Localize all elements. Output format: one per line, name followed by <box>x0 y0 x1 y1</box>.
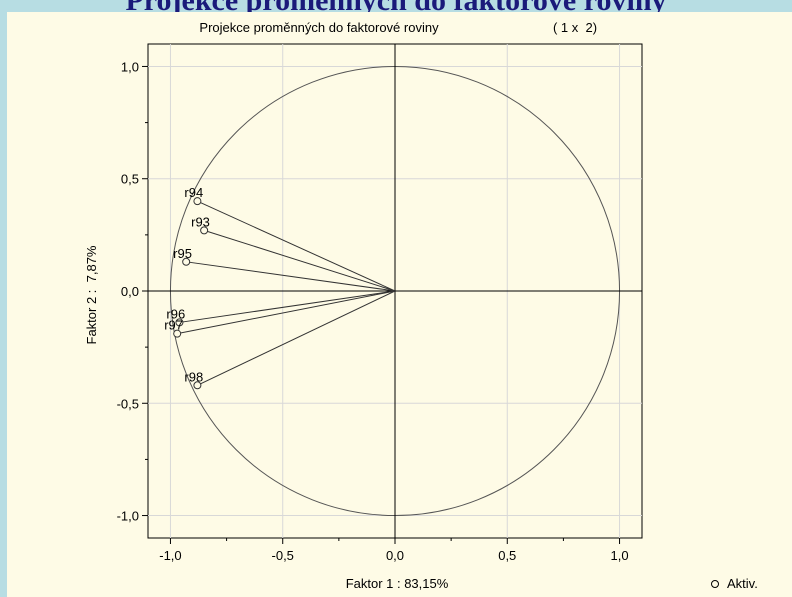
legend-label: Aktiv. <box>727 576 758 591</box>
point-r95 <box>182 257 191 266</box>
x-tick-label: -0,5 <box>272 548 294 563</box>
vector-r94 <box>197 200 396 292</box>
tick-layer: -1,0 -0,5 0,0 0,5 1,0 1,0 0,5 0,0 -0,5 -1,0 <box>117 59 629 563</box>
point-r96 <box>175 318 184 327</box>
chart-subtitle: ( 1 x 2) <box>553 20 597 35</box>
y-tick-label: 1,0 <box>121 59 139 74</box>
slide-title: Projekce proměnných do faktorové roviny <box>125 0 667 17</box>
y-tick-label: 0,0 <box>121 284 139 299</box>
legend-marker <box>711 580 719 588</box>
vector-r93 <box>203 229 396 292</box>
vector-r98 <box>197 290 396 386</box>
y-tick-label: -1,0 <box>117 509 139 524</box>
point-r94 <box>193 197 202 206</box>
point-label-r93: r93 <box>191 214 210 229</box>
x-tick-label: 0,0 <box>386 548 404 563</box>
point-r97 <box>173 329 182 338</box>
chart-title: Projekce proměnných do faktorové roviny <box>199 20 439 35</box>
chart-panel: -1,0 -0,5 0,0 0,5 1,0 1,0 0,5 0,0 -0,5 -1,0 r93 r9… <box>7 12 792 597</box>
y-axis-label: Faktor 2 : 7,87% <box>84 245 99 344</box>
y-tick-label: -0,5 <box>117 396 139 411</box>
point-label-r98: r98 <box>184 369 203 384</box>
point-r93 <box>200 226 209 235</box>
x-tick-label: -1,0 <box>159 548 181 563</box>
point-r98 <box>193 381 202 390</box>
x-tick-label: 1,0 <box>611 548 629 563</box>
y-tick-label: 0,5 <box>121 172 139 187</box>
x-axis-label: Faktor 1 : 83,15% <box>346 576 449 591</box>
vector-r95 <box>186 261 396 292</box>
point-label-r96: r96 <box>166 306 185 321</box>
factor-plane-chart: -1,0 -0,5 0,0 0,5 1,01,00,50,0-0,5-1,0 r93r9… <box>84 20 758 591</box>
vector-r96 <box>179 290 396 323</box>
point-label-r97: r97 <box>164 318 183 333</box>
vector-r97 <box>177 290 396 335</box>
point-label-r95: r95 <box>173 246 192 261</box>
point-label-r94: r94 <box>184 185 203 200</box>
x-tick-label: 0,5 <box>498 548 516 563</box>
